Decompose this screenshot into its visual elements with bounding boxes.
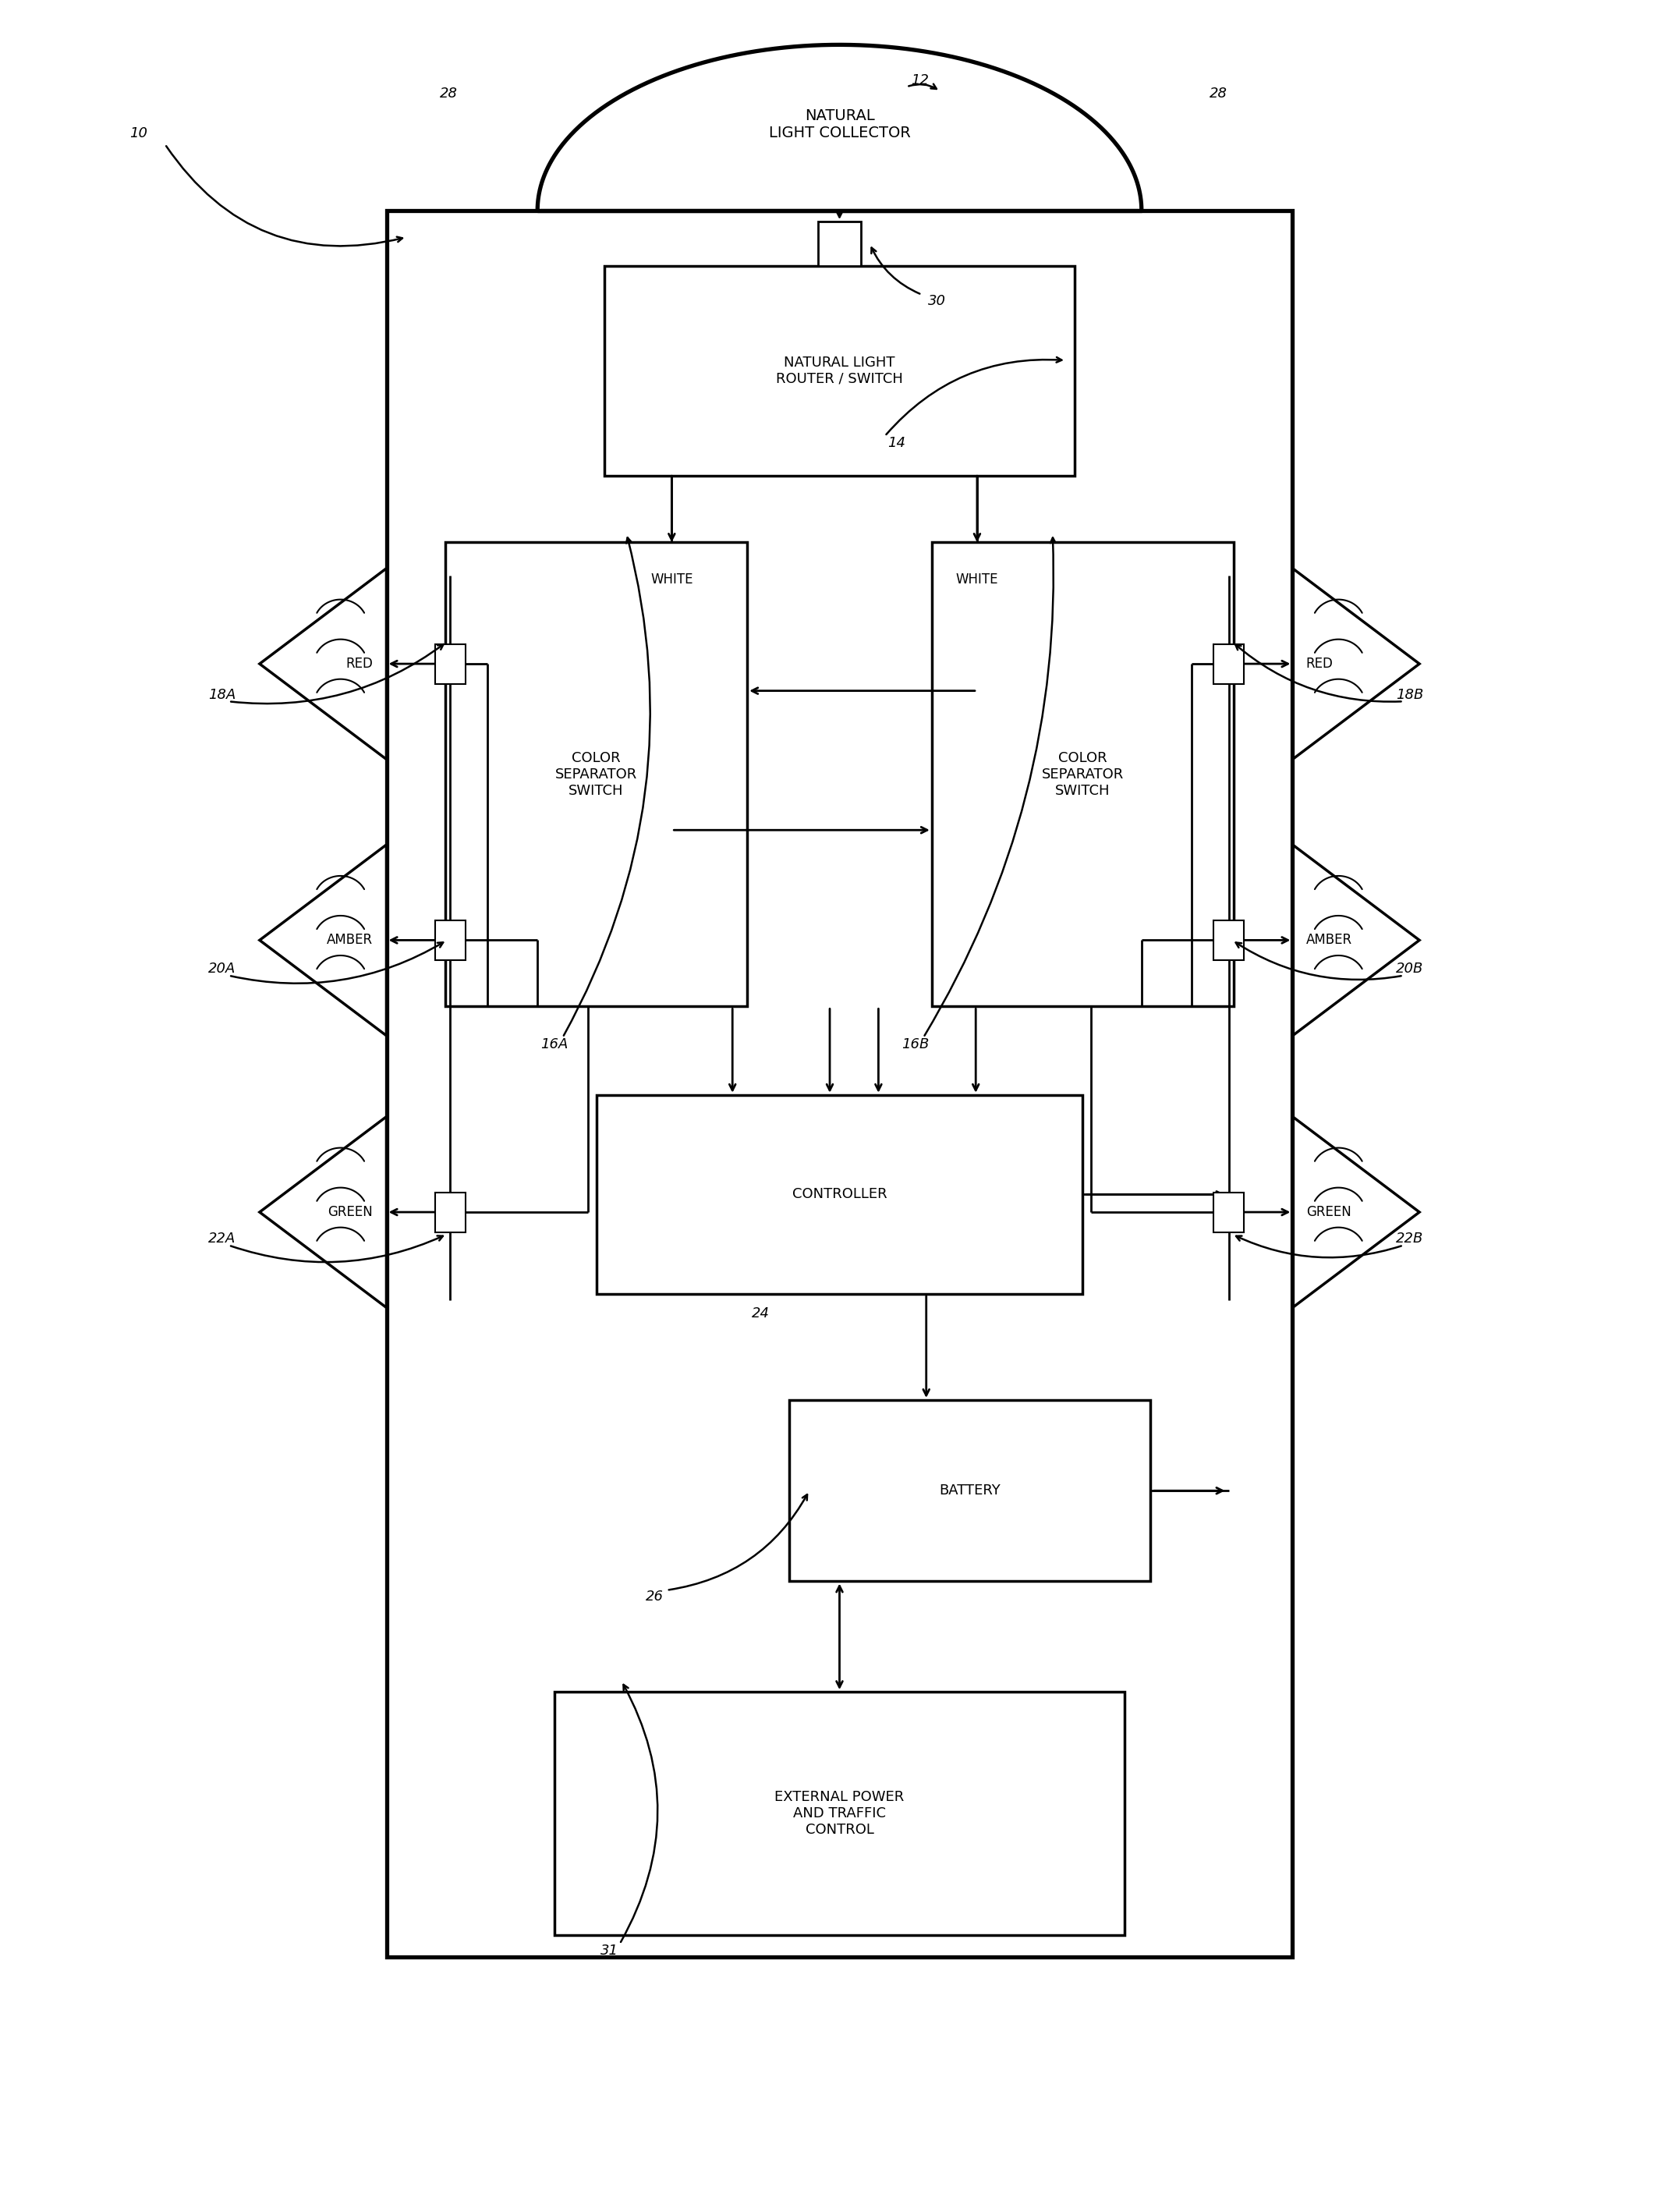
Text: 10: 10 bbox=[129, 126, 148, 139]
Bar bbox=[1214, 644, 1244, 684]
Text: 20A: 20A bbox=[208, 962, 235, 975]
Text: 26: 26 bbox=[646, 1590, 663, 1604]
Text: 14: 14 bbox=[888, 436, 905, 449]
Text: GREEN: GREEN bbox=[327, 1206, 373, 1219]
Text: COLOR
SEPARATOR
SWITCH: COLOR SEPARATOR SWITCH bbox=[556, 752, 638, 799]
Bar bbox=[596, 1095, 1083, 1294]
Text: COLOR
SEPARATOR
SWITCH: COLOR SEPARATOR SWITCH bbox=[1041, 752, 1123, 799]
Bar bbox=[604, 265, 1075, 476]
Text: 24: 24 bbox=[752, 1307, 769, 1321]
Bar bbox=[386, 210, 1293, 1958]
Text: 16A: 16A bbox=[541, 1037, 568, 1051]
Text: GREEN: GREEN bbox=[1306, 1206, 1352, 1219]
Bar bbox=[818, 221, 861, 265]
Text: AMBER: AMBER bbox=[327, 933, 373, 947]
Text: BATTERY: BATTERY bbox=[939, 1484, 1001, 1498]
Bar bbox=[435, 644, 465, 684]
Text: 22B: 22B bbox=[1397, 1232, 1424, 1245]
Text: 18B: 18B bbox=[1397, 688, 1424, 701]
Text: 30: 30 bbox=[928, 294, 945, 307]
Text: NATURAL
LIGHT COLLECTOR: NATURAL LIGHT COLLECTOR bbox=[769, 108, 910, 139]
Text: 20B: 20B bbox=[1397, 962, 1424, 975]
Bar bbox=[445, 542, 747, 1006]
Text: RED: RED bbox=[346, 657, 373, 670]
Text: 22A: 22A bbox=[208, 1232, 235, 1245]
Text: AMBER: AMBER bbox=[1306, 933, 1352, 947]
Bar bbox=[1214, 1192, 1244, 1232]
Text: 18A: 18A bbox=[208, 688, 235, 701]
Text: NATURAL LIGHT
ROUTER / SWITCH: NATURAL LIGHT ROUTER / SWITCH bbox=[776, 356, 903, 387]
Text: CONTROLLER: CONTROLLER bbox=[792, 1188, 887, 1201]
Text: EXTERNAL POWER
AND TRAFFIC
CONTROL: EXTERNAL POWER AND TRAFFIC CONTROL bbox=[774, 1790, 905, 1836]
Text: 28: 28 bbox=[440, 86, 457, 100]
Text: 31: 31 bbox=[601, 1944, 618, 1958]
Text: 12: 12 bbox=[912, 73, 928, 86]
Bar bbox=[789, 1400, 1150, 1582]
Bar bbox=[932, 542, 1234, 1006]
Text: RED: RED bbox=[1306, 657, 1333, 670]
Bar bbox=[554, 1692, 1125, 1936]
Text: 16B: 16B bbox=[902, 1037, 928, 1051]
Text: 28: 28 bbox=[1211, 86, 1227, 100]
Bar bbox=[1214, 920, 1244, 960]
Text: WHITE: WHITE bbox=[955, 573, 999, 586]
Bar bbox=[435, 920, 465, 960]
Bar bbox=[435, 1192, 465, 1232]
Text: WHITE: WHITE bbox=[650, 573, 693, 586]
